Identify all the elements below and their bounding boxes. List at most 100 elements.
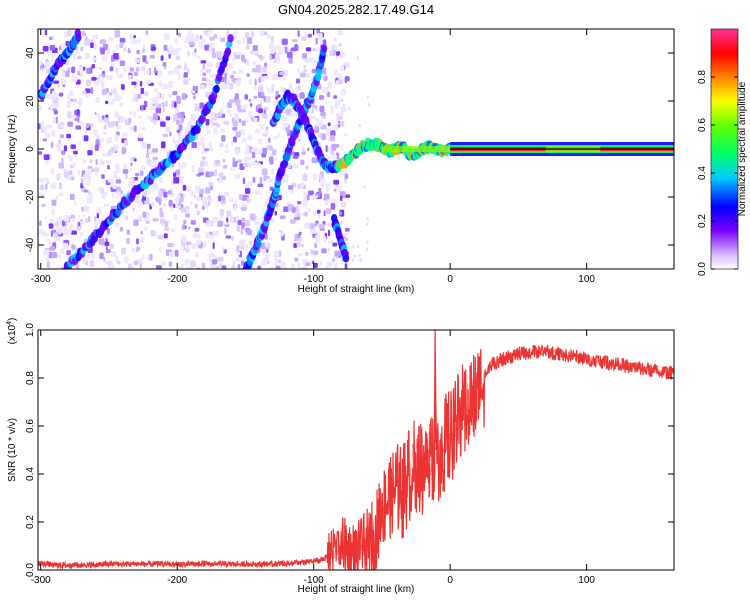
spectrogram-noise-cell xyxy=(175,196,180,204)
spectrogram-noise-cell xyxy=(290,188,295,195)
spectrogram-noise-cell xyxy=(266,34,272,40)
spectrogram-noise-cell xyxy=(280,261,286,267)
spectrogram-noise-cell xyxy=(366,240,369,244)
spectrogram-noise-cell xyxy=(366,217,369,221)
spectrogram-noise-cell xyxy=(90,144,93,149)
spectrogram-noise-cell xyxy=(51,54,54,60)
spectrogram-noise-cell xyxy=(116,68,119,74)
spectrogram-noise-cell xyxy=(49,246,56,251)
spectrogram-noise-cell xyxy=(220,195,226,201)
spectrogram-noise-cell xyxy=(261,260,268,266)
spectrogram-noise-cell xyxy=(164,226,170,232)
spectrogram-noise-cell xyxy=(89,159,93,164)
spectrogram-noise-cell xyxy=(333,179,340,185)
spectrogram-noise-cell xyxy=(246,37,253,45)
spectrogram-noise-cell xyxy=(227,79,230,84)
spectrogram-noise-cell xyxy=(212,242,215,250)
spectrogram-noise-cell xyxy=(336,116,339,122)
spectrogram-noise-cell xyxy=(105,261,109,265)
spectrogram-noise-cell xyxy=(251,31,255,37)
spectrogram-noise-cell xyxy=(191,165,195,172)
spectrogram-noise-cell xyxy=(344,263,348,269)
spectrogram-noise-cell xyxy=(172,91,178,96)
spectrogram-noise-cell xyxy=(185,241,192,246)
spectrogram-noise-cell xyxy=(268,137,271,143)
spectrogram-noise-cell xyxy=(312,250,319,255)
spectrogram-noise-cell xyxy=(326,130,329,137)
spectrogram-noise-cell xyxy=(309,260,313,264)
spectrogram-noise-cell xyxy=(275,45,281,50)
spectrogram-noise-cell xyxy=(111,63,115,67)
spectrogram-noise-cell xyxy=(137,258,143,266)
spectrogram-noise-cell xyxy=(159,177,163,183)
spectrogram-noise-cell xyxy=(190,190,195,197)
spectrogram-noise-cell xyxy=(62,242,69,250)
spectrogram-noise-cell xyxy=(343,62,350,68)
spectrogram-noise-cell xyxy=(254,221,260,226)
spectrogram-noise-cell xyxy=(121,147,126,155)
spectrogram-noise-cell xyxy=(192,232,198,239)
spectrogram-noise-cell xyxy=(77,221,81,227)
spectrogram-noise-cell xyxy=(188,77,191,81)
spectrogram-noise-cell xyxy=(257,183,264,188)
spectrogram-noise-cell xyxy=(339,65,345,71)
spectrogram-noise-cell xyxy=(143,66,146,71)
spectrogram-noise-cell xyxy=(276,57,281,64)
spectrogram-noise-cell xyxy=(344,180,347,184)
snr-y-tick-label: 0.6 xyxy=(25,419,36,433)
spectrogram-noise-cell xyxy=(57,83,60,89)
spectrogram-noise-cell xyxy=(262,147,267,155)
spectrogram-noise-cell xyxy=(232,260,236,266)
spectrogram-noise-cell xyxy=(206,31,210,37)
spectrogram-noise-cell xyxy=(90,87,94,94)
spectrogram-noise-cell xyxy=(234,93,239,100)
spectrogram-noise-cell xyxy=(304,173,307,178)
spectrogram-noise-cell xyxy=(269,113,273,118)
spectrogram-noise-cell xyxy=(191,142,197,149)
spectrogram-noise-cell xyxy=(212,161,216,167)
spectrogram-noise-cell xyxy=(279,215,286,220)
spectrogram-noise-cell xyxy=(75,125,82,130)
spectrogram-noise-cell xyxy=(328,240,331,244)
spectrogram-noise-cell xyxy=(173,114,178,121)
spectrogram-noise-cell xyxy=(121,247,126,255)
spectrogram-noise-cell xyxy=(106,227,110,235)
spectrogram-noise-cell xyxy=(235,51,242,55)
spectrogram-noise-cell xyxy=(116,125,122,130)
snr-y-label: SNR (10 * v/v) xyxy=(7,418,18,482)
spectrogram-noise-cell xyxy=(81,30,85,36)
spectrogram-noise-cell xyxy=(235,131,241,138)
spectrogram-noise-cell xyxy=(158,80,162,87)
spectrogram-noise-cell xyxy=(82,90,87,95)
spectrogram-noise-cell xyxy=(336,115,343,120)
spectrogram-noise-cell xyxy=(135,67,140,72)
spectrogram-noise-cell xyxy=(366,248,369,252)
spectrogram-noise-cell xyxy=(281,265,286,269)
spectrogram-noise-cell xyxy=(325,265,328,269)
spectrogram-noise-cell xyxy=(160,93,165,100)
spectrogram-noise-cell xyxy=(209,43,215,47)
spectrogram-noise-cell xyxy=(312,104,315,109)
spectrogram-noise-cell xyxy=(83,38,90,46)
spectrogram-noise-cell xyxy=(223,120,230,125)
spectrogram-noise-cell xyxy=(253,85,257,90)
spectrogram-noise-cell xyxy=(220,128,226,133)
spectrogram-noise-cell xyxy=(252,67,258,73)
spectrogram-noise-cell xyxy=(244,188,251,194)
spectrogram-noise-cell xyxy=(63,31,68,38)
spectrogram-noise-cell xyxy=(341,88,346,96)
spectrogram-noise-cell xyxy=(149,106,156,111)
snr-y-tick-label: 0.4 xyxy=(25,467,36,481)
spectrogram-noise-cell xyxy=(145,60,149,64)
spectrogram-noise-cell xyxy=(255,190,261,196)
spectrogram-noise-cell xyxy=(340,171,346,175)
spectrogram-noise-cell xyxy=(296,241,301,247)
spectrogram-noise-cell xyxy=(176,98,182,105)
spectrogram-noise-cell xyxy=(305,262,310,266)
spectrogram-noise-cell xyxy=(320,39,323,46)
spectrogram-noise-cell xyxy=(44,177,49,182)
spectrogram-noise-cell xyxy=(104,241,110,247)
spectrogram-noise-cell xyxy=(97,187,102,192)
spectrogram-noise-cell xyxy=(236,82,240,87)
spectrogram-noise-cell xyxy=(135,238,140,245)
